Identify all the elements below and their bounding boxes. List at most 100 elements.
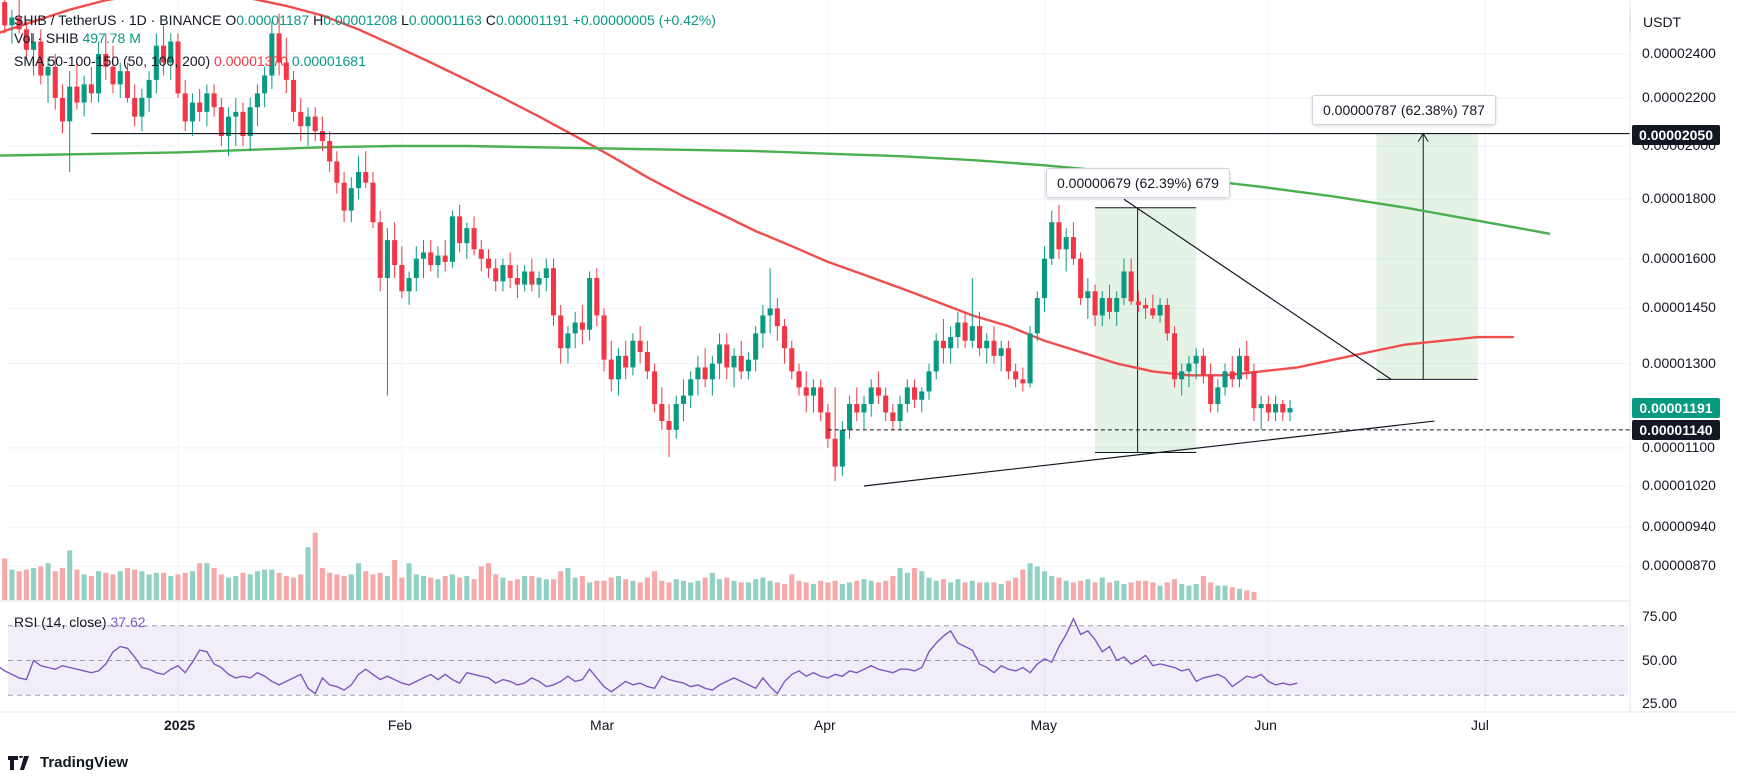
candle [1092,284,1098,327]
price-tick-label: 0.00001800 [1642,190,1716,207]
candle-body [1114,298,1120,312]
candle [984,333,990,364]
volume-bar [355,563,362,600]
high-label: H [313,12,324,28]
measure-callout-1[interactable]: 0.00000679 (62.39%) 679 [1046,168,1230,198]
volume-bar [1056,577,1062,600]
candle [500,258,506,292]
rsi-legend[interactable]: RSI (14, close) 37.62 [14,613,146,631]
candle-body [334,161,340,183]
candle-body [124,71,130,98]
candle-body [485,258,492,269]
candle [796,363,802,396]
candle [955,311,961,349]
volume-bar [9,569,15,600]
candle-body [854,403,860,413]
volume-bar [507,580,513,600]
candle-body [377,222,383,279]
resistance-price-tag: 0.00002050 [1632,125,1720,145]
candle-body [413,258,419,279]
volume-bar [1085,579,1091,600]
volume-bar [615,576,622,600]
volume-bar [327,572,333,600]
candle-body [312,116,318,132]
candle-body [363,171,369,183]
candle [1179,363,1185,396]
volume-bar [464,576,470,600]
candle [666,403,672,458]
candle-body [940,340,946,349]
candle [1114,291,1120,327]
axis-lines [0,0,1737,713]
volume-bar [153,572,159,600]
candle-body [1027,333,1033,384]
candle-body [709,363,715,380]
candle [31,33,37,76]
volume-bar [269,569,275,600]
candle [420,240,427,279]
volume-bar [818,580,824,600]
candle-body [688,379,694,396]
candle [1041,246,1048,312]
candle-body [298,111,304,127]
candle [377,210,383,292]
volume-bar [341,576,347,600]
volume-bar [406,563,412,600]
candle [1049,210,1055,266]
candle [1236,348,1243,388]
volume-bar [536,577,542,600]
volume-bar [1020,569,1026,600]
candle [832,387,838,482]
rsi-line [0,617,1298,695]
candle [485,249,492,279]
candle-body [883,395,889,413]
volume-bar [1171,579,1178,600]
candle [355,156,362,200]
volume-bar [810,584,816,600]
candle [132,84,138,127]
candle [688,371,694,409]
candle-body [810,387,816,396]
candle [724,333,730,380]
candle [680,379,686,422]
candle-body [529,271,535,285]
candle-body [1121,271,1127,299]
candle-body [471,228,477,250]
currency-selector[interactable]: USDT [1630,10,1725,34]
volume-bar [312,532,318,600]
volume-bar [630,580,636,600]
volume-bar [926,577,932,600]
candle-body [803,387,809,396]
volume-bar [247,574,253,600]
candle-body [9,17,15,26]
price-tick-label: 0.00001020 [1642,477,1716,493]
trendline-drawings[interactable] [91,132,1630,487]
candle [572,311,578,349]
rsi-tick-label: 25.00 [1642,695,1678,711]
symbol-title[interactable]: SHIB / TetherUS · 1D · BINANCE [14,12,222,28]
volume-bar [31,568,37,600]
volume-bar [88,576,94,600]
candle-body [52,66,58,98]
volume-legend[interactable]: Vol · SHIB 497.78 M [14,29,141,47]
candle-body [948,337,954,349]
candle [110,45,116,94]
volume-bar [38,566,44,600]
candle-body [175,41,181,94]
candle-body [254,93,260,108]
tradingview-logo[interactable]: TradingView [8,754,128,771]
candle [442,240,448,272]
candle [1244,340,1250,380]
sma-legend[interactable]: SMA 50-100-150 (50, 100, 200) 0.00001370… [14,52,366,70]
time-tick-label: Jul [1471,717,1489,733]
candle [1121,258,1127,305]
volume-value: 497.78 M [82,30,141,46]
candle-body [493,268,499,282]
candle-body [919,391,925,400]
candle [2,0,8,34]
measure-callout-2[interactable]: 0.00000787 (62.38%) 787 [1312,95,1496,125]
volume-bar [868,580,874,600]
candle-body [1171,333,1178,380]
candle [1143,298,1149,319]
